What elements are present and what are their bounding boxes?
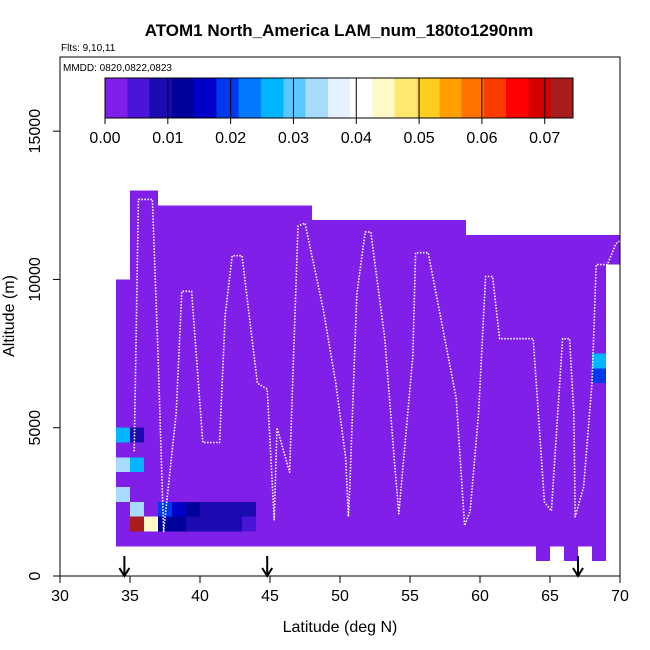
heatmap-cell	[200, 501, 214, 517]
heatmap-cell	[130, 516, 144, 532]
y-axis-label: Altitude (m)	[1, 275, 18, 357]
heatmap-cell	[200, 516, 214, 532]
down-arrow-icon	[118, 556, 131, 578]
colorbar-swatch	[283, 78, 307, 118]
flight-track	[133, 198, 621, 533]
heatmap-cell	[592, 368, 606, 384]
y-tick-label: 5000	[27, 410, 44, 446]
colorbar-swatch	[127, 78, 151, 118]
colorbar: 0.00 0.01 0.02 0.03 0.04 0.05 0.06 0.07	[89, 77, 574, 147]
axes: 30 35 40 45 50 55 60 65 70 0 5000 10000 15000	[27, 56, 629, 605]
colorbar-swatch	[528, 78, 552, 118]
x-tick-label: 65	[541, 588, 559, 605]
curtain-block	[578, 234, 592, 547]
heatmap-cell	[228, 516, 242, 532]
dates-label: MMDD: 0820,0822,0823	[63, 63, 172, 74]
colorbar-swatch	[105, 78, 128, 118]
heatmap-cell	[116, 487, 130, 502]
colorbar-swatch	[171, 78, 195, 118]
colorbar-swatch	[483, 78, 507, 118]
heatmap-cell	[144, 516, 158, 532]
x-tick-label: 40	[191, 588, 209, 605]
curtain-block	[116, 279, 130, 547]
heatmap-cell	[186, 516, 200, 532]
down-arrow-icon	[572, 556, 584, 578]
colorbar-tick-label: 0.05	[404, 130, 435, 147]
plot-area	[116, 190, 621, 562]
x-tick-label: 50	[331, 588, 349, 605]
curtain-block	[536, 234, 550, 562]
heatmap-cell	[158, 501, 172, 517]
flights-label: Flts: 9,10,11	[61, 43, 116, 54]
colorbar-swatch	[417, 78, 440, 118]
colorbar-tick-label: 0.06	[466, 130, 497, 147]
x-tick-label: 45	[261, 588, 279, 605]
curtain-block	[606, 234, 620, 265]
x-axis-label: Latitude (deg N)	[283, 619, 398, 636]
y-tick-label: 10000	[27, 257, 44, 302]
colorbar-swatch	[350, 78, 374, 118]
heatmap-cell	[130, 427, 144, 443]
colorbar-swatch	[506, 78, 530, 118]
curtain-block	[312, 220, 466, 547]
down-arrow-icon	[261, 556, 274, 578]
x-tick-label: 60	[471, 588, 489, 605]
colorbar-tick-label: 0.00	[89, 130, 120, 147]
heatmap-cell	[242, 501, 256, 517]
heatmap-cell	[116, 457, 130, 473]
colorbar-tick-label: 0.07	[529, 130, 560, 147]
colorbar-tick-label: 0.01	[152, 130, 183, 147]
x-tick-label: 55	[401, 588, 419, 605]
colorbar-swatch	[372, 78, 396, 118]
heatmap-cell	[158, 516, 172, 532]
x-tick-label: 35	[121, 588, 139, 605]
heatmap-cell	[130, 457, 144, 473]
heatmap-cell	[116, 427, 130, 443]
curtain-block	[550, 234, 564, 547]
heatmap-cell	[214, 501, 228, 517]
colorbar-swatch	[261, 78, 284, 118]
curtain-block	[158, 205, 312, 547]
x-tick-label: 70	[611, 588, 629, 605]
heatmap-cell	[242, 516, 256, 532]
colorbar-tick-label: 0.04	[341, 130, 372, 147]
curtain-block	[466, 234, 536, 547]
colorbar-swatch	[439, 78, 463, 118]
colorbar-tick-label: 0.02	[215, 130, 246, 147]
heatmap-cell	[256, 516, 270, 532]
colorbar-swatch	[461, 78, 485, 118]
colorbar-swatch	[216, 78, 240, 118]
y-tick-label: 0	[27, 571, 44, 580]
heatmap-cell	[228, 501, 242, 517]
colorbar-swatch	[327, 78, 351, 118]
chart-title: ATOM1 North_America LAM_num_180to1290nm	[145, 21, 534, 40]
y-tick-label: 15000	[27, 109, 44, 154]
x-tick-label: 30	[51, 588, 69, 605]
curtain-block	[130, 190, 158, 547]
curtain-block	[564, 234, 578, 562]
colorbar-swatch	[238, 78, 262, 118]
colorbar-swatch	[194, 78, 218, 118]
colorbar-tick-label: 0.03	[278, 130, 309, 147]
heatmap-cell	[172, 516, 186, 532]
heatmap-cell	[214, 516, 228, 532]
colorbar-swatch	[149, 78, 173, 118]
heatmap-cell	[172, 501, 186, 517]
heatmap-cell	[592, 353, 606, 369]
colorbar-swatch	[305, 78, 329, 118]
heatmap-cell	[186, 501, 200, 517]
colorbar-swatch	[550, 78, 574, 118]
colorbar-swatch	[394, 78, 418, 118]
heatmap-cell	[130, 501, 144, 517]
